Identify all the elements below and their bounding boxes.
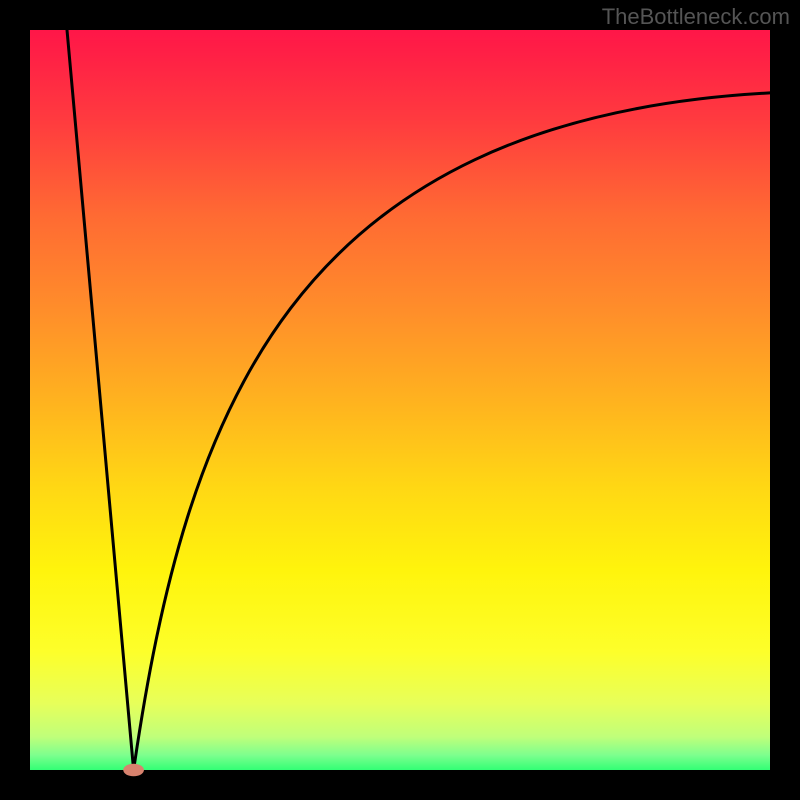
chart-background xyxy=(30,30,770,770)
chart-container: { "watermark": { "text": "TheBottleneck.… xyxy=(0,0,800,800)
watermark-text: TheBottleneck.com xyxy=(602,4,790,30)
optimal-point-marker xyxy=(123,764,144,777)
bottleneck-chart xyxy=(0,0,800,800)
